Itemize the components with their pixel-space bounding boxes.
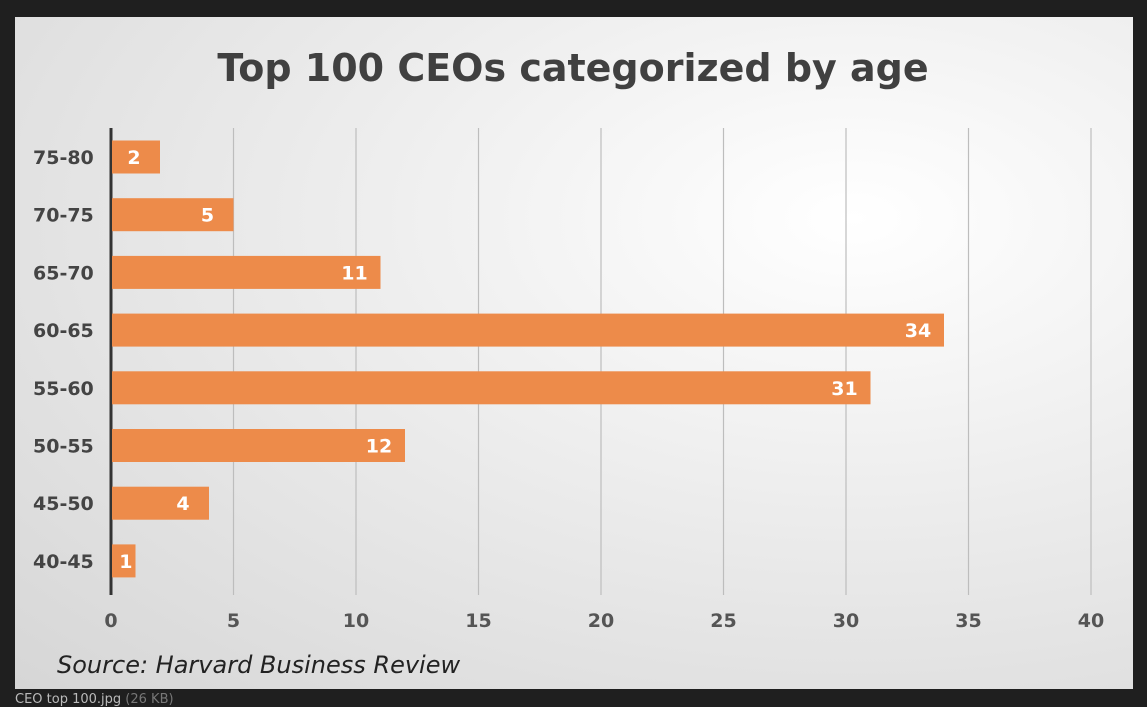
data-label: 2 (127, 147, 140, 169)
category-label: 45-50 (33, 493, 94, 515)
x-tick-label: 35 (955, 610, 981, 632)
file-size: (26 KB) (125, 692, 174, 707)
category-label: 55-60 (33, 378, 94, 400)
category-label: 70-75 (33, 205, 94, 227)
category-label: 60-65 (33, 320, 94, 342)
x-tick-label: 5 (227, 610, 240, 632)
data-label: 1 (119, 551, 132, 573)
source-note: Source: Harvard Business Review (57, 651, 460, 679)
data-label: 11 (341, 262, 367, 284)
bar-chart: Top 100 CEOs categorized by age 25113431… (33, 46, 1104, 679)
x-tick-label: 20 (588, 610, 614, 632)
data-label: 4 (176, 493, 189, 515)
category-label: 40-45 (33, 551, 94, 573)
bar (112, 198, 234, 232)
bar (112, 255, 381, 289)
bar (112, 313, 944, 347)
x-tick-label: 0 (104, 610, 117, 632)
x-tick-label: 15 (465, 610, 491, 632)
file-name: CEO top 100.jpg (15, 692, 122, 707)
bar (112, 486, 209, 520)
x-tick-label: 10 (343, 610, 369, 632)
x-tick-label: 40 (1078, 610, 1104, 632)
data-label: 34 (905, 320, 931, 342)
data-label: 31 (831, 378, 857, 400)
x-tick-label: 25 (710, 610, 736, 632)
category-label: 75-80 (33, 147, 94, 169)
x-tick-label: 30 (833, 610, 859, 632)
bar (112, 371, 871, 405)
bar (112, 544, 136, 578)
data-label: 12 (366, 436, 392, 458)
file-caption: CEO top 100.jpg (26 KB) (15, 692, 174, 707)
category-label: 50-55 (33, 436, 94, 458)
chart-title: Top 100 CEOs categorized by age (217, 46, 928, 90)
category-label: 65-70 (33, 262, 94, 284)
bar (112, 140, 160, 174)
chart-image: Top 100 CEOs categorized by age 2 5 11 34 31… (15, 17, 1133, 689)
bar (112, 429, 405, 462)
data-label: 5 (201, 205, 214, 227)
